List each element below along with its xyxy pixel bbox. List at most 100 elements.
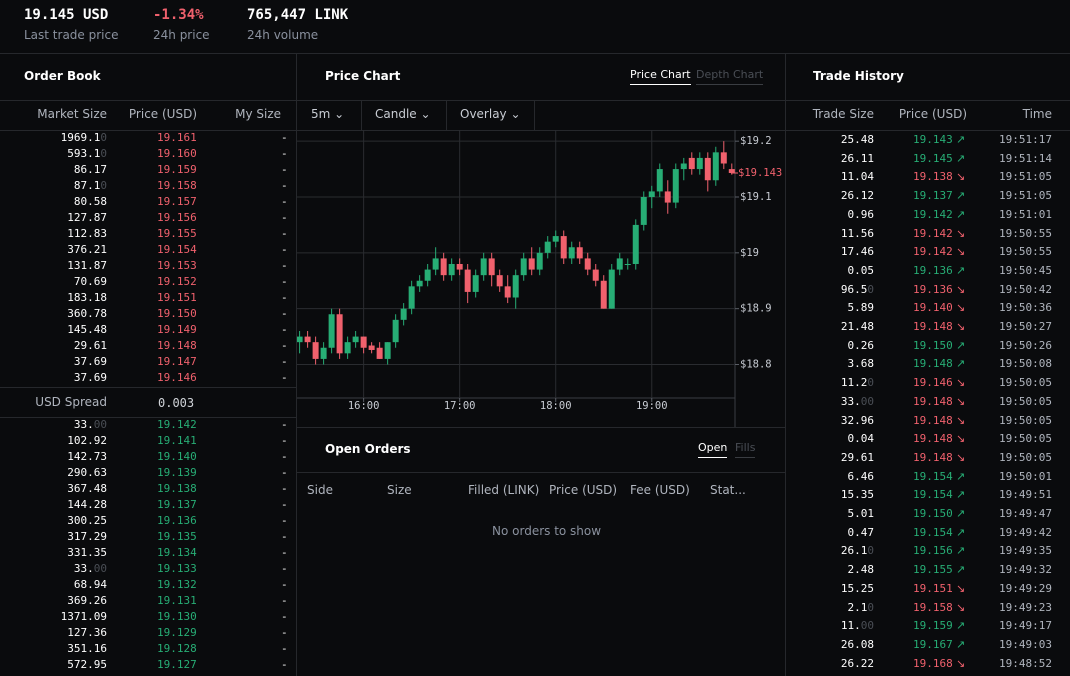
tab[interactable]: Open xyxy=(698,441,728,458)
trade-arrow: ↘ xyxy=(956,394,966,408)
trade-size: 33.00 xyxy=(840,394,874,408)
trade-price: 19.167 xyxy=(913,637,953,651)
type-dropdown[interactable]: Candle ⌄ xyxy=(375,107,431,121)
candle-body xyxy=(528,258,535,270)
trade-size: 2.48 xyxy=(847,563,875,577)
price: 19.129 xyxy=(157,626,197,639)
trade-price: 19.158 xyxy=(913,600,953,614)
my-size: - xyxy=(281,355,288,368)
trade-price: 19.136 xyxy=(913,282,953,296)
overlay-dropdown[interactable]: Overlay ⌄ xyxy=(460,107,521,121)
candle-body xyxy=(480,258,487,276)
market-size: 37.69 xyxy=(73,355,107,368)
trade-arrow: ↗ xyxy=(956,133,966,146)
trade-time: 19:49:35 xyxy=(999,544,1052,558)
column-header: Price (USD) xyxy=(128,107,197,121)
price: 19.153 xyxy=(157,259,197,272)
trade-price: 19.154 xyxy=(913,469,953,483)
my-size: - xyxy=(281,323,288,336)
trade-time: 19:50:08 xyxy=(999,357,1052,371)
market-size: 112.83 xyxy=(67,227,107,240)
price: 19.150 xyxy=(157,307,197,320)
candle-body xyxy=(600,280,607,309)
trade-size: 26.11 xyxy=(840,151,874,165)
price: 19.130 xyxy=(157,610,197,623)
trade-size: 0.47 xyxy=(847,525,875,539)
x-tick-label: 18:00 xyxy=(540,400,572,412)
tab[interactable]: Fills xyxy=(735,441,756,458)
trade-size: 15.25 xyxy=(840,581,874,595)
interval-dropdown[interactable]: 5m ⌄ xyxy=(311,107,345,121)
market-size: 369.26 xyxy=(67,594,107,607)
my-size: - xyxy=(281,131,288,144)
candle-body xyxy=(616,258,623,270)
trade-size: 15.35 xyxy=(840,488,874,502)
trade-size: 0.04 xyxy=(847,432,875,446)
candle-body xyxy=(440,258,447,276)
market-size: 331.35 xyxy=(67,546,107,559)
tab[interactable]: Depth Chart xyxy=(696,68,764,85)
market-size: 290.63 xyxy=(67,466,107,479)
price: 19.135 xyxy=(157,530,197,543)
my-size: - xyxy=(281,418,288,431)
candle-body xyxy=(408,286,415,309)
my-size: - xyxy=(281,211,288,224)
trade-arrow: ↗ xyxy=(956,469,966,483)
price: 19.139 xyxy=(157,466,197,479)
trade-time: 19:50:05 xyxy=(999,450,1052,464)
price: 19.152 xyxy=(157,275,197,288)
candle-body xyxy=(680,163,687,170)
market-size: 127.36 xyxy=(67,626,107,639)
trade-time: 19:51:05 xyxy=(999,170,1052,184)
candle-body xyxy=(432,258,439,270)
price: 19.160 xyxy=(157,147,197,160)
trade-size: 11.04 xyxy=(840,170,874,184)
candle-body xyxy=(592,269,599,281)
candle-body xyxy=(640,197,647,225)
candle-body xyxy=(297,336,303,343)
candle-body xyxy=(544,241,551,253)
column-header: My Size xyxy=(235,107,281,121)
candle-body xyxy=(664,191,671,203)
trade-time: 19:50:05 xyxy=(999,432,1052,446)
market-size: 33.00 xyxy=(73,418,107,431)
candle-body xyxy=(520,258,527,276)
column-header: Price (USD) xyxy=(898,107,967,121)
trade-arrow: ↗ xyxy=(956,637,966,651)
market-size: 376.21 xyxy=(67,243,107,256)
price: 19.159 xyxy=(157,163,197,176)
candle-body xyxy=(696,157,703,170)
my-size: - xyxy=(281,498,288,511)
trade-arrow: ↘ xyxy=(956,245,966,259)
candle-body xyxy=(376,347,383,359)
price: 19.128 xyxy=(157,642,197,655)
trade-price: 19.140 xyxy=(913,301,953,315)
trade-time: 19:50:55 xyxy=(999,245,1052,259)
trade-time: 19:50:27 xyxy=(999,320,1052,333)
candle-body xyxy=(672,169,679,203)
market-size: 127.87 xyxy=(67,211,107,224)
candle-body xyxy=(632,224,639,264)
my-size: - xyxy=(281,530,288,543)
trade-size: 6.46 xyxy=(847,469,875,483)
trade-size: 26.10 xyxy=(840,544,874,558)
divider xyxy=(446,100,447,130)
trade-price: 19.136 xyxy=(913,263,953,277)
trade-price: 19.154 xyxy=(913,488,953,502)
market-size: 131.87 xyxy=(67,259,107,272)
trade-arrow: ↘ xyxy=(956,320,966,333)
divider xyxy=(534,100,535,130)
tab[interactable]: Price Chart xyxy=(630,68,691,85)
divider xyxy=(361,100,362,130)
market-size: 145.48 xyxy=(67,323,107,336)
candle-body xyxy=(336,314,343,354)
trade-time: 19:50:01 xyxy=(999,469,1052,483)
x-tick-label: 17:00 xyxy=(444,400,476,412)
candle-body xyxy=(392,319,399,343)
market-size: 37.69 xyxy=(73,371,107,384)
my-size: - xyxy=(281,243,288,256)
column-header: Time xyxy=(1022,107,1052,121)
my-size: - xyxy=(281,275,288,288)
my-size: - xyxy=(281,642,288,655)
price: 19.158 xyxy=(157,179,197,192)
